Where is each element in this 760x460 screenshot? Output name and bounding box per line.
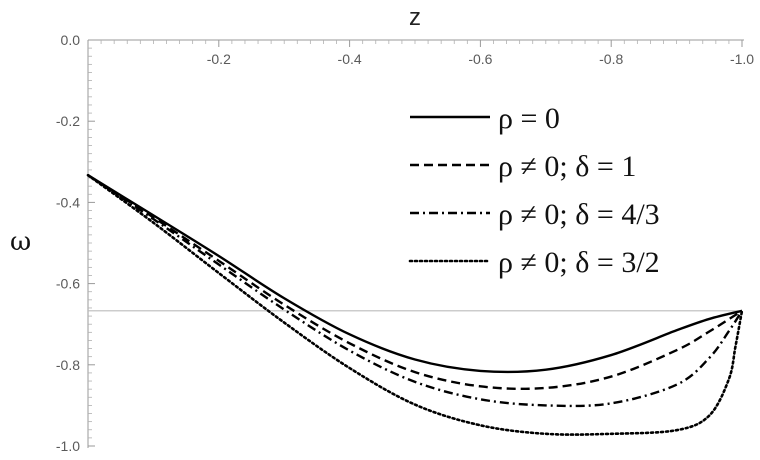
y-tick-label: -0.8 <box>56 357 80 373</box>
legend-label-1: ρ = 0 <box>498 102 560 135</box>
y-tick-label: -1.0 <box>56 438 80 454</box>
x-tick-label: -0.6 <box>468 51 492 67</box>
series-line-3 <box>87 174 744 408</box>
y-tick-label: -0.6 <box>56 276 80 292</box>
x-tick-label: -1.0 <box>730 51 754 67</box>
y-tick-label: 0.0 <box>61 32 81 48</box>
legend: ρ = 0 ρ ≠ 0; δ = 1 ρ ≠ 0; δ = 4/3 ρ ≠ 0; δ … <box>408 102 660 279</box>
axes: 0.0 -0.2 -0.4 -0.6 -0.8 -1.0 -0.2 -0.4 -0.6 -0.8 -… <box>56 32 754 454</box>
series-lines <box>86 173 744 436</box>
y-axis-title: ω <box>10 227 31 257</box>
x-tick-label: -0.4 <box>338 51 362 67</box>
legend-label-4: ρ ≠ 0; δ = 3/2 <box>498 246 660 279</box>
series-line-4 <box>86 173 744 436</box>
legend-label-2: ρ ≠ 0; δ = 1 <box>498 150 636 183</box>
series-line-1 <box>87 174 743 374</box>
x-axis-title: z <box>409 4 421 31</box>
x-tick-label: -0.2 <box>207 51 231 67</box>
y-tick-label: -0.4 <box>56 194 80 210</box>
legend-label-3: ρ ≠ 0; δ = 4/3 <box>498 198 660 231</box>
series-line-2 <box>87 174 743 391</box>
x-tick-label: -0.8 <box>599 51 623 67</box>
y-tick-label: -0.2 <box>56 113 80 129</box>
